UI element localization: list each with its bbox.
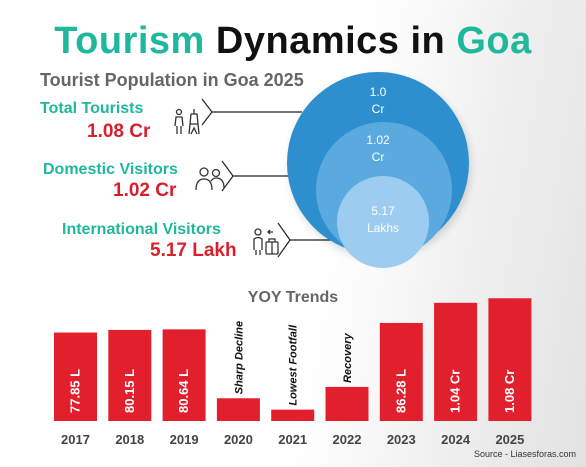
total-tourists-label: Total Tourists: [40, 100, 144, 117]
circle-international: [337, 176, 429, 268]
x-tick-label-2021: 2021: [278, 432, 307, 447]
circle-total-value: 1.0: [369, 85, 387, 99]
bar-label-2022: Recovery: [342, 332, 354, 382]
bar-2020: [216, 398, 260, 421]
circle-domestic-text: 1.02 Cr: [358, 132, 398, 166]
people-group-icon: [195, 167, 225, 191]
bar-label-2021: Lowest Footfall: [288, 324, 300, 406]
circle-international-unit: Lakhs: [366, 221, 400, 235]
bar-label-2024: 1.04 Cr: [448, 370, 463, 413]
title-part-tourism: Tourism: [54, 20, 205, 62]
traveller-luggage-icon: [253, 228, 279, 255]
x-tick-label-2022: 2022: [333, 432, 362, 447]
domestic-visitors-label: Domestic Visitors: [43, 161, 178, 178]
title-part-goa: Goa: [456, 20, 532, 62]
bar-2021: [271, 409, 315, 421]
x-tick-label-2025: 2025: [495, 432, 524, 447]
domestic-visitors-value: 1.02 Cr: [113, 180, 177, 201]
circle-international-text: 5.17 Lakhs: [358, 203, 408, 237]
x-tick-label-2018: 2018: [115, 432, 144, 447]
subtitle: Tourist Population in Goa 2025: [40, 70, 304, 90]
circle-domestic-value: 1.02: [366, 133, 390, 147]
page-title: Tourism Dynamics in Goa: [0, 20, 586, 63]
source-note: Source - Liasesforas.com: [473, 449, 576, 459]
bar-2025: [488, 298, 532, 421]
bar-label-2020: Sharp Decline: [233, 321, 245, 394]
international-visitors-value: 5.17 Lakh: [150, 240, 237, 261]
yoy-trends-title: YOY Trends: [247, 289, 339, 306]
title-part-dynamics: Dynamics in: [215, 20, 446, 62]
bar-label-2018: 80.15 L: [122, 369, 137, 413]
bar-2018: [108, 329, 152, 421]
circle-international-value: 5.17: [371, 204, 395, 218]
bar-2019: [162, 329, 206, 421]
x-tick-label-2020: 2020: [224, 432, 253, 447]
bar-2017: [54, 332, 97, 421]
circle-total-unit: Cr: [371, 102, 385, 116]
x-tick-label-2019: 2019: [170, 432, 199, 447]
x-tick-label-2017: 2017: [61, 432, 90, 447]
bar-2022: [325, 386, 369, 421]
tourist-landmark-icon: [174, 108, 200, 135]
bar-2024: [434, 302, 478, 421]
x-tick-label-2024: 2024: [441, 432, 471, 447]
bar-label-2023: 86.28 L: [393, 369, 408, 413]
total-tourists-value: 1.08 Cr: [87, 121, 151, 142]
x-tick-label-2023: 2023: [387, 432, 416, 447]
circle-total-text: 1.0 Cr: [358, 84, 398, 118]
bar-2023: [379, 322, 423, 421]
circle-domestic-unit: Cr: [371, 150, 385, 164]
bar-label-2019: 80.64 L: [176, 369, 191, 413]
bar-label-2017: 77.85 L: [68, 369, 83, 413]
bar-label-2025: 1.08 Cr: [502, 370, 517, 413]
international-visitors-label: International Visitors: [62, 221, 221, 238]
